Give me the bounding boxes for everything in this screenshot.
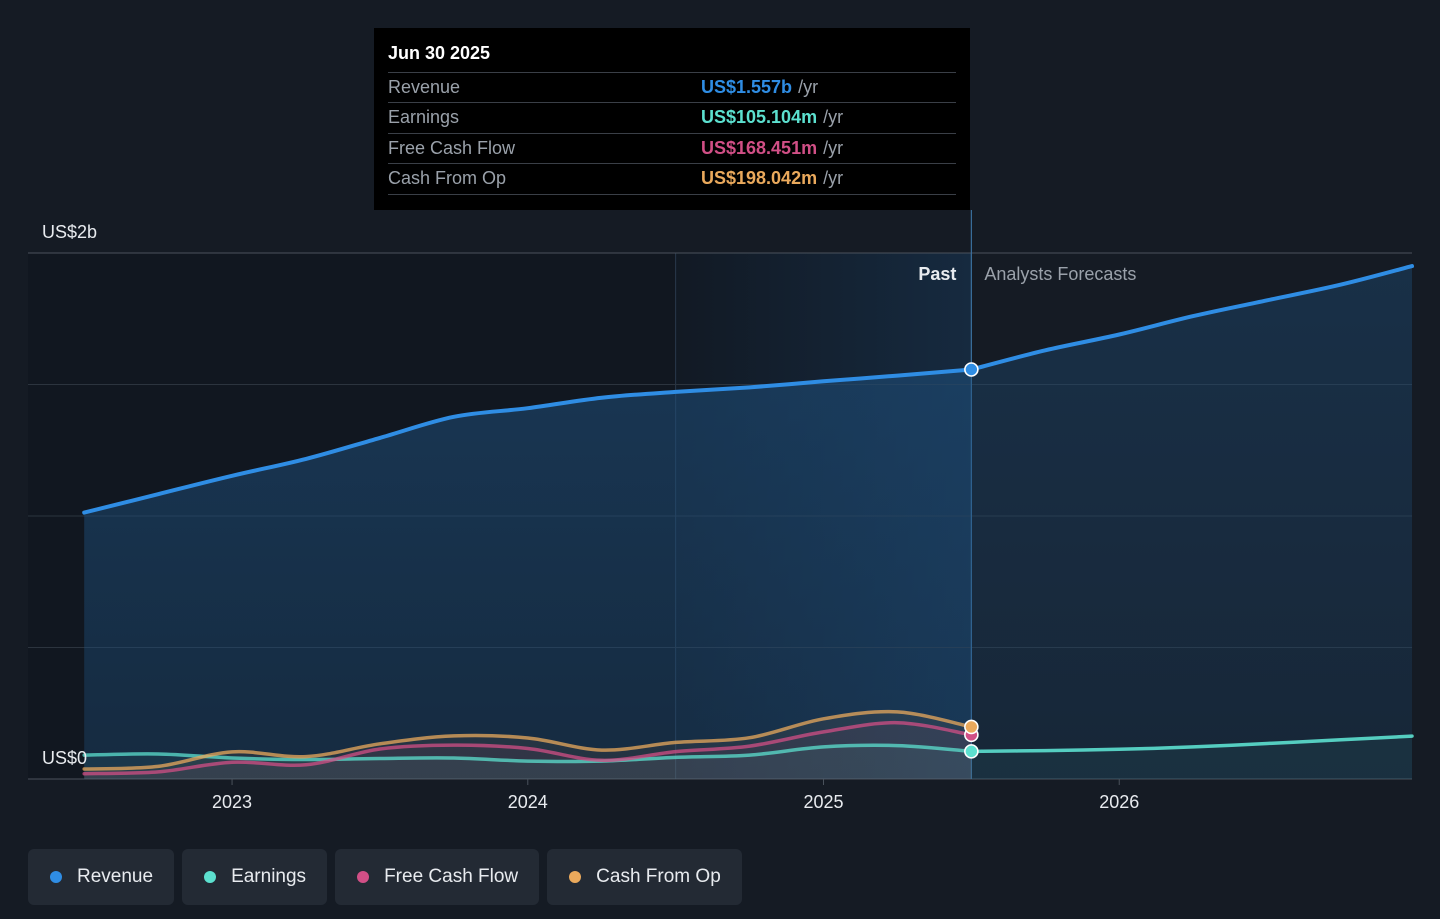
x-axis-label: 2023 [212, 792, 252, 812]
tooltip-value: US$105.104m/yr [701, 107, 843, 128]
earnings-forecast-area [971, 736, 1412, 779]
revenue-forecast-line [969, 264, 1414, 372]
legend-item-revenue[interactable]: Revenue [28, 849, 175, 905]
tooltip-value: US$168.451m/yr [701, 138, 843, 159]
legend-dot-icon [50, 871, 62, 883]
legend-label: Free Cash Flow [384, 866, 519, 887]
legend-dot-icon [569, 871, 582, 883]
tooltip-value-text: US$198.042m [701, 168, 818, 188]
earnings-line [82, 743, 974, 764]
x-axis-label: 2025 [803, 792, 843, 812]
tooltip-label: Earnings [388, 107, 460, 127]
revenue-forecast-area [971, 266, 1412, 780]
tooltip-unit: /yr [823, 168, 844, 188]
legend-item-earnings[interactable]: Earnings [182, 849, 328, 905]
revenue-marker [964, 362, 979, 377]
cash-from-op-area [84, 711, 972, 779]
legend-label: Cash From Op [596, 866, 721, 887]
y-axis-label: US$0 [42, 748, 87, 768]
tooltip-unit: /yr [823, 107, 844, 127]
tooltip-label: Free Cash Flow [388, 138, 516, 158]
tooltip-unit: /yr [823, 138, 844, 158]
revenue-area [84, 369, 972, 779]
tooltip-label: Cash From Op [388, 168, 507, 188]
y-axis-label: US$2b [42, 222, 97, 242]
legend-dot-icon [357, 871, 370, 883]
cash-from-op-marker [964, 719, 979, 735]
tooltip-label: Revenue [388, 77, 461, 97]
x-axis-label: 2026 [1099, 792, 1139, 812]
past-region-label: Past [918, 264, 956, 284]
tooltip-row-free-cash-flow: Free Cash Flow US$168.451m/yr [388, 133, 956, 164]
revenue-line [82, 367, 974, 515]
legend-item-free-cash-flow[interactable]: Free Cash Flow [335, 849, 540, 905]
legend-label: Revenue [77, 866, 154, 887]
x-axis-label: 2024 [508, 792, 548, 812]
forecast-region-label: Analysts Forecasts [984, 264, 1136, 284]
tooltip-unit: /yr [798, 77, 819, 97]
tooltip-value: US$198.042m/yr [701, 168, 843, 189]
tooltip-row-revenue: Revenue US$1.557b/yr [388, 72, 956, 103]
chart-legend: Revenue Earnings Free Cash Flow Cash Fro… [28, 849, 742, 905]
tooltip-row-earnings: Earnings US$105.104m/yr [388, 102, 956, 133]
earnings-forecast-line [969, 734, 1414, 754]
tooltip-value: US$1.557b/yr [701, 77, 818, 98]
tooltip-value-text: US$168.451m [701, 138, 818, 158]
legend-label: Earnings [231, 866, 307, 887]
tooltip-date: Jun 30 2025 [388, 43, 491, 63]
free-cash-flow-line [82, 720, 974, 776]
data-tooltip: Jun 30 2025 Revenue US$1.557b/yr Earning… [374, 28, 970, 210]
earnings-marker [964, 744, 979, 759]
cash-from-op-line [82, 709, 974, 771]
legend-dot-icon [204, 871, 217, 883]
tooltip-row-cash-from-op: Cash From Op US$198.042m/yr [388, 163, 956, 195]
legend-item-cash-from-op[interactable]: Cash From Op [547, 849, 742, 905]
tooltip-value-text: US$1.557b [701, 77, 793, 97]
tooltip-value-text: US$105.104m [701, 107, 818, 127]
